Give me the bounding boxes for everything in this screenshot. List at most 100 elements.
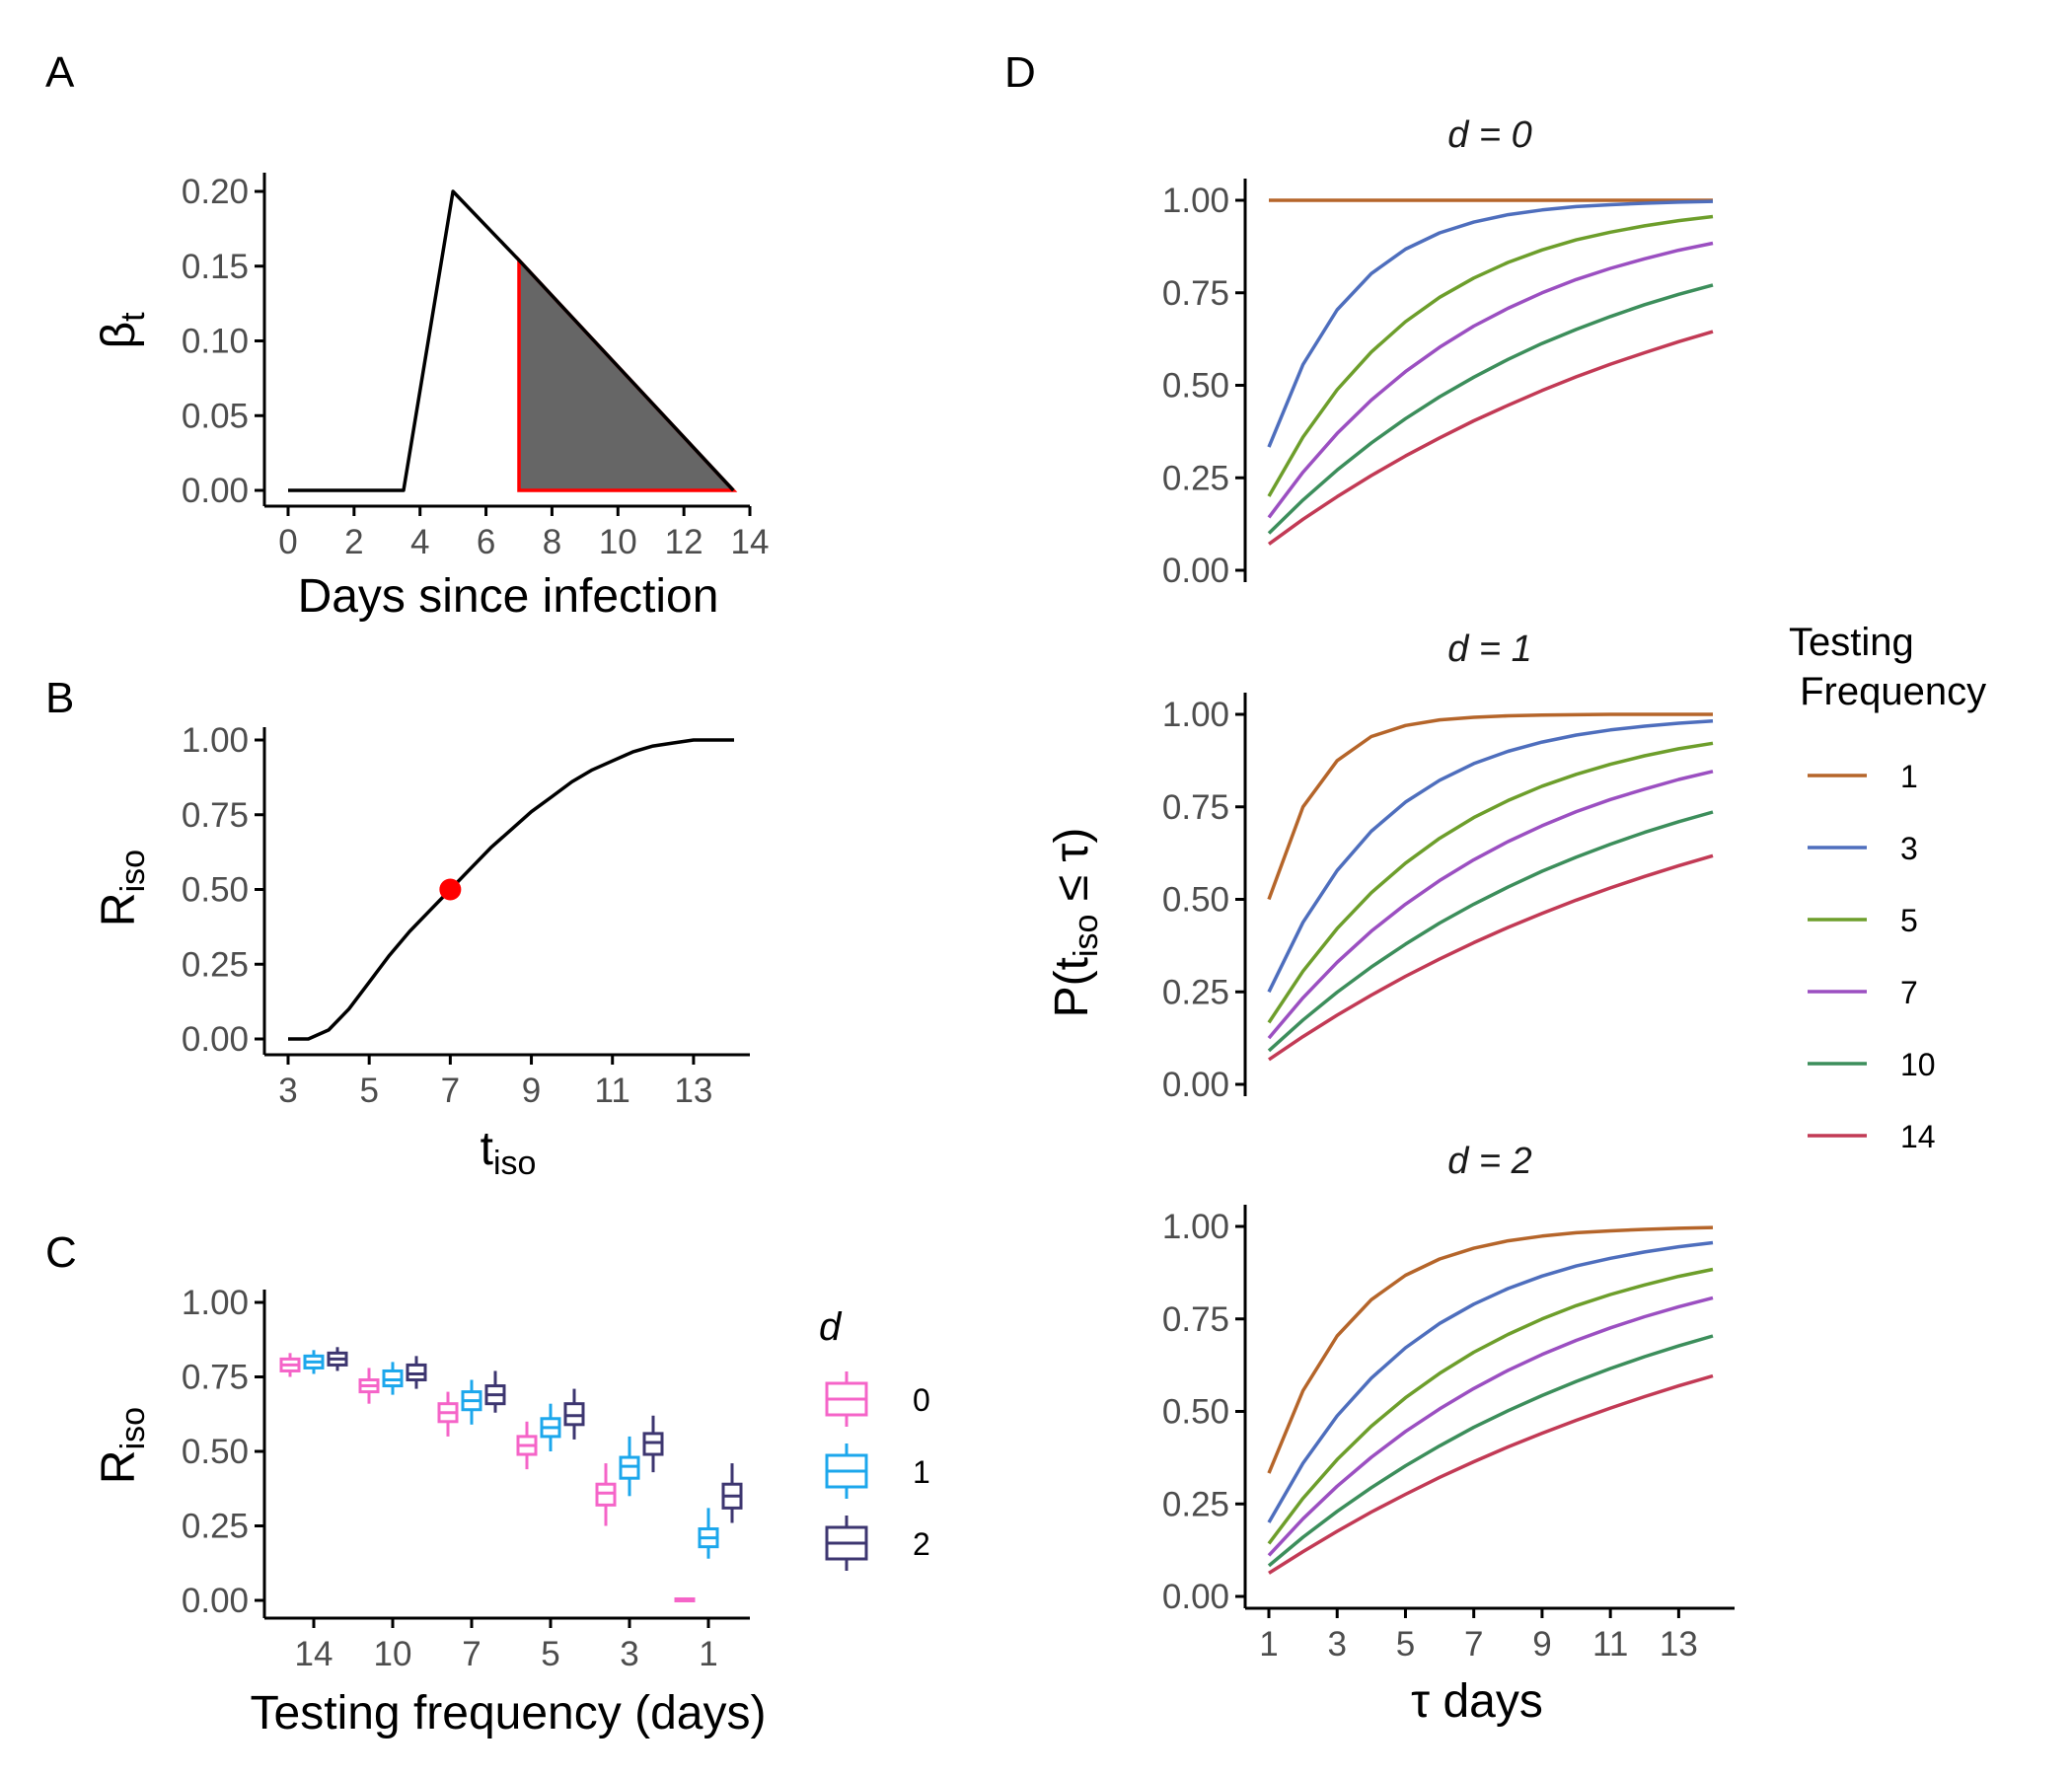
panel-c-y-tick-label: 0.75: [182, 1359, 249, 1397]
panel-d-facet-0-line-freq-10: [1267, 283, 1714, 535]
panel-d-ylabel-t: t: [1046, 957, 1098, 970]
panel-b-y-tick-label: 0.75: [182, 796, 249, 835]
panel-b-xlabel: tiso: [481, 1123, 537, 1182]
panel-d-facet-2-y-tick-label: 1.00: [1162, 1208, 1229, 1246]
panel-d-facet-0-line-freq-14: [1267, 330, 1714, 546]
panel-a-x-tick-label: 10: [599, 523, 637, 561]
panel-c-box: [721, 1463, 743, 1523]
panel-c-box: [698, 1508, 719, 1559]
panel-a-x-tick-label: 12: [665, 523, 703, 561]
panel-b-ylabel-sub: iso: [114, 850, 152, 892]
panel-c-y-tick-label: 0.50: [182, 1433, 249, 1471]
legend-c-key: [825, 1371, 868, 1427]
panel-c-box: [327, 1347, 348, 1371]
panel-d-facet-1-y-tick-label: 0.50: [1162, 881, 1229, 920]
panel-b-xlabel-sub: iso: [493, 1145, 536, 1182]
panel-d-x-tick-label: 11: [1592, 1625, 1628, 1664]
panel-c-x-tick-label: 3: [620, 1635, 638, 1673]
legend-d-label: 1: [1900, 759, 1918, 794]
panel-d-x-tick-label: 7: [1464, 1625, 1483, 1664]
panel-c-y-tick-label: 0.25: [182, 1508, 249, 1546]
panel-d-facet-1-y-tick-label: 0.25: [1162, 973, 1229, 1011]
panel-d-ylabel: P(tiso ≤ τ): [1046, 828, 1105, 1018]
panel-d-facet-2-line-freq-1: [1267, 1225, 1714, 1474]
panel-a-x-tick-label: 14: [731, 523, 770, 561]
panel-label-a: A: [45, 48, 75, 97]
panel-a-x-tick-label: 0: [278, 523, 297, 561]
panel-c-box: [540, 1403, 561, 1451]
legend-c-title: d: [819, 1305, 843, 1349]
panel-a-y-tick-label: 0.10: [182, 323, 249, 361]
panel-d-facet-0-y-tick-label: 1.00: [1162, 182, 1229, 220]
panel-d-xlabel: τ days: [1411, 1675, 1543, 1728]
panel-c-box-body: [406, 1363, 427, 1382]
panel-d-facet-2-line-freq-3: [1267, 1240, 1714, 1523]
panel-c-x-tick-label: 7: [462, 1635, 481, 1673]
panel-d-facet-0-line-freq-7: [1267, 241, 1714, 519]
legend-c-label: 0: [913, 1382, 930, 1418]
panel-c-box-body: [563, 1402, 585, 1427]
panel-d-facet-0-y-tick-label: 0.00: [1162, 552, 1229, 590]
panel-d-facet-1-line-freq-3: [1267, 719, 1714, 994]
panel-label-d: D: [1004, 48, 1036, 97]
panel-d-facet-1-y-tick-label: 0.00: [1162, 1066, 1229, 1104]
legend-c-label: 2: [913, 1526, 930, 1562]
panel-a-ylabel-sub: t: [114, 312, 152, 322]
panel-c-x-tick-label: 5: [541, 1635, 559, 1673]
panel-b-x-tick-label: 7: [441, 1072, 460, 1110]
panel-d-facet-0-y-tick-label: 0.75: [1162, 274, 1229, 313]
panel-c-x-tick-label: 1: [699, 1635, 717, 1673]
panel-d-facet-1-y-tick-label: 0.75: [1162, 788, 1229, 827]
panel-a-ylabel: βt: [93, 312, 152, 349]
panel-d-facet-1-line-freq-14: [1268, 853, 1714, 1062]
panel-d-facet-0-y-tick-label: 0.50: [1162, 367, 1229, 406]
panel-a-y-tick-label: 0.15: [182, 248, 249, 286]
panel-d-x-tick-label: 5: [1396, 1625, 1415, 1664]
panel-b-x-tick-label: 11: [595, 1072, 630, 1110]
panel-d-ylabel-open: P(: [1046, 970, 1098, 1017]
panel-c-y-tick-label: 0.00: [182, 1582, 249, 1620]
legend-d-label: 3: [1900, 831, 1918, 866]
panel-b-xlabel-main: t: [481, 1123, 493, 1175]
legend-c-key: [825, 1443, 868, 1499]
panel-d-facet-2-strip-label: d = 2: [1447, 1141, 1532, 1182]
panel-a-x-tick-label: 8: [543, 523, 561, 561]
panel-c-ylabel-main: R: [93, 1449, 145, 1484]
legend-d-label: 14: [1900, 1119, 1936, 1154]
panel-b-y-tick-label: 0.00: [182, 1020, 249, 1059]
panel-d-facet-2-y-tick-label: 0.50: [1162, 1393, 1229, 1432]
panel-c-box-body: [619, 1455, 640, 1480]
panel-c-box: [595, 1463, 617, 1526]
panel-b-x-tick-label: 9: [522, 1072, 541, 1110]
panel-d-facet-2-y-tick-label: 0.75: [1162, 1300, 1229, 1339]
panel-b-y-tick-label: 0.50: [182, 871, 249, 910]
panel-c-box: [619, 1436, 640, 1497]
panel-a-xlabel: Days since infection: [298, 570, 719, 623]
legend-d-label: 7: [1900, 975, 1918, 1010]
panel-d-facet-1-line-freq-10: [1267, 810, 1714, 1053]
panel-d-x-tick-label: 1: [1259, 1625, 1278, 1664]
legend-c-label: 1: [913, 1454, 930, 1490]
panel-b-y-tick-label: 0.25: [182, 945, 249, 984]
panel-d-facet-1-line-freq-1: [1267, 712, 1713, 901]
panel-d-facet-0-line-freq-3: [1267, 199, 1714, 448]
panel-d-facet-0-line-freq-5: [1267, 214, 1714, 497]
legend-d-label: 10: [1900, 1047, 1936, 1082]
panel-c-box-body: [595, 1482, 617, 1507]
panel-d-facet-1-y-tick-label: 1.00: [1162, 696, 1229, 734]
panel-d-facet-2-y-tick-label: 0.00: [1162, 1578, 1229, 1616]
panel-c-ylabel: Riso: [93, 1407, 152, 1484]
panel-c-box: [382, 1362, 404, 1395]
panel-a-x-tick-label: 2: [344, 523, 363, 561]
panel-label-b: B: [45, 674, 74, 722]
panel-a-infectiousness-line: [288, 189, 735, 492]
panel-b-highlight-point: [439, 878, 462, 901]
panel-d-ylabel-rest: ≤ τ): [1046, 828, 1098, 915]
legend-d-title-line1: Testing: [1789, 621, 1914, 664]
panel-c-box: [484, 1370, 506, 1413]
panel-c-box: [674, 1596, 696, 1602]
panel-c-ylabel-sub: iso: [114, 1407, 152, 1449]
panel-b-x-tick-label: 13: [674, 1072, 712, 1110]
panel-c-box: [303, 1350, 325, 1374]
